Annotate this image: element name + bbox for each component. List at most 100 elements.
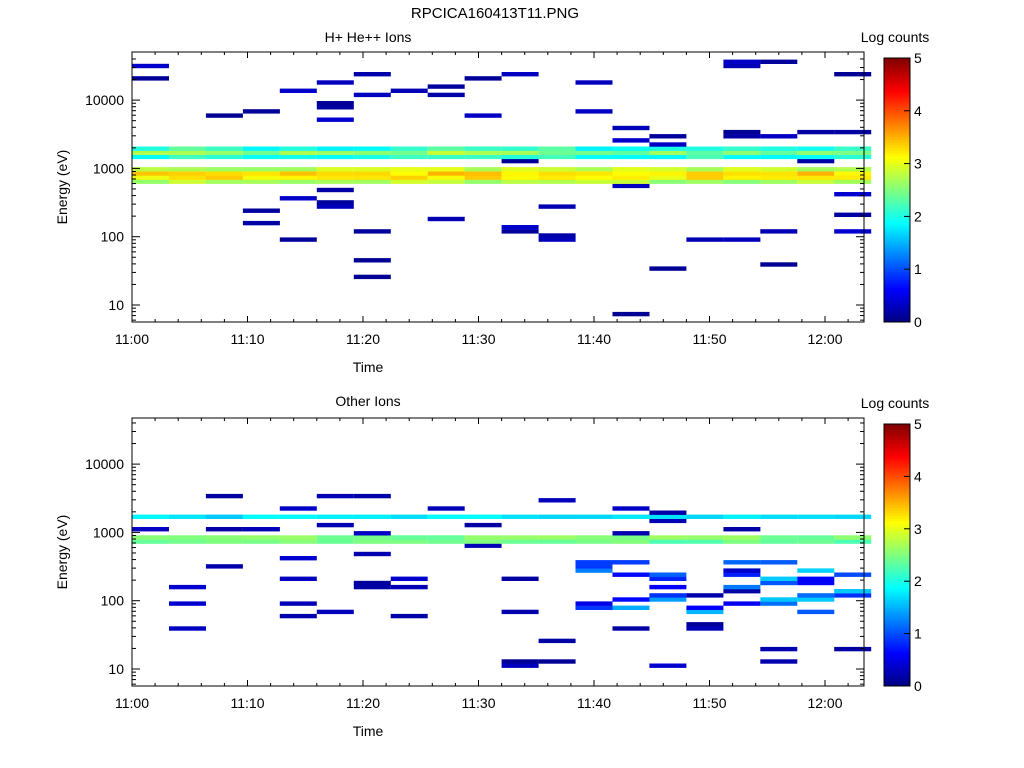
colorbar-segment — [884, 200, 910, 204]
heat-cell — [612, 535, 650, 540]
heat-cell — [612, 125, 650, 131]
heat-cell — [723, 601, 761, 606]
colorbar-segment — [884, 536, 910, 540]
colorbar-segment — [884, 651, 910, 655]
heat-cell — [169, 514, 206, 519]
heat-cell — [760, 175, 798, 180]
colorbar-segment — [884, 105, 910, 109]
heat-cell — [205, 113, 243, 118]
heat-cell — [132, 63, 169, 69]
x-tick-label: 11:40 — [577, 331, 611, 347]
heat-cell — [353, 150, 391, 155]
colorbar-segment — [884, 224, 910, 228]
colorbar-segment — [884, 541, 910, 545]
page-title: RPCICA160413T11.PNG — [410, 5, 580, 22]
heat-cell — [760, 576, 798, 581]
heat-cell — [723, 589, 761, 594]
heat-cell — [723, 560, 761, 565]
heat-cell — [205, 535, 243, 540]
heat-cell — [538, 204, 576, 209]
heat-cell — [649, 572, 687, 577]
heat-cell — [797, 179, 835, 184]
heat-cell — [538, 638, 576, 644]
heat-cell — [279, 535, 317, 540]
heat-cell — [279, 146, 317, 151]
heat-cell — [242, 171, 280, 176]
colorbar-segment — [884, 479, 910, 483]
colorbar-segment — [884, 434, 910, 438]
colorbar-segment — [884, 659, 910, 663]
heat-cell — [723, 237, 761, 242]
heat-cell — [686, 179, 724, 184]
heat-cell — [538, 237, 576, 242]
heat-cell — [797, 535, 835, 540]
colorbar-segment — [884, 557, 910, 561]
heat-cell — [501, 171, 539, 176]
heat-cell — [538, 539, 576, 544]
heat-cell — [723, 535, 761, 540]
heat-cell — [390, 584, 428, 590]
colorbar-segment — [884, 285, 910, 289]
heat-cell — [132, 146, 169, 151]
heat-cell — [612, 572, 650, 577]
colorbar-segment — [884, 158, 910, 162]
colorbar-segment — [884, 610, 910, 614]
heat-cell — [723, 167, 761, 172]
heat-cell — [353, 274, 391, 280]
heat-cell — [316, 105, 354, 110]
colorbar-segment — [884, 630, 910, 634]
heat-cell — [132, 154, 169, 160]
heat-cell — [723, 129, 761, 135]
colorbar-segment — [884, 549, 910, 553]
heat-cell — [797, 150, 835, 155]
y-tick-label: 1000 — [93, 524, 124, 540]
colorbar-segment — [884, 298, 910, 302]
colorbar-segment — [884, 602, 910, 606]
colorbar-segment — [884, 513, 910, 517]
heat-cell — [612, 311, 650, 317]
heat-cell — [834, 146, 872, 151]
heat-cell — [834, 589, 872, 594]
heat-cell — [316, 200, 354, 205]
colorbar-segment — [884, 229, 910, 233]
heat-cell — [390, 179, 428, 184]
heat-cell — [132, 76, 169, 81]
colorbar-segment — [884, 628, 910, 632]
colorbar-segment — [884, 489, 910, 493]
x-tick-label: 11:20 — [346, 331, 380, 347]
heat-cell — [649, 175, 687, 180]
heat-cell — [279, 514, 317, 519]
colorbar-segment — [884, 426, 910, 430]
colorbar-segment — [884, 184, 910, 188]
heat-cell — [834, 171, 872, 176]
colorbar-segment — [884, 290, 910, 294]
colorbar-segment — [884, 481, 910, 485]
heat-cell — [797, 129, 835, 135]
heat-cell — [501, 535, 539, 540]
colorbar-segment — [884, 279, 910, 283]
heat-cell — [612, 531, 650, 536]
heat-cell — [316, 535, 354, 540]
colorbar-segment — [884, 137, 910, 141]
colorbar-segment — [884, 568, 910, 572]
colorbar-segment — [884, 174, 910, 178]
heat-cell — [760, 659, 798, 664]
panel-title: Other Ions — [335, 393, 400, 409]
colorbar-segment — [884, 662, 910, 666]
colorbar-segment — [884, 87, 910, 91]
heat-cell — [501, 175, 539, 180]
heat-cell — [316, 493, 354, 499]
colorbar-segment — [884, 615, 910, 619]
colorbar-segment — [884, 654, 910, 658]
heat-cell — [427, 146, 465, 151]
colorbar-segment — [884, 646, 910, 650]
heat-cell — [205, 146, 243, 151]
heat-cell — [612, 514, 650, 519]
heat-cell — [797, 539, 835, 544]
heat-cell — [686, 605, 724, 610]
heat-cell — [575, 150, 613, 155]
heat-cell — [686, 150, 724, 155]
x-tick-label: 11:20 — [346, 695, 380, 711]
colorbar-segment — [884, 515, 910, 519]
heat-cell — [538, 659, 576, 664]
